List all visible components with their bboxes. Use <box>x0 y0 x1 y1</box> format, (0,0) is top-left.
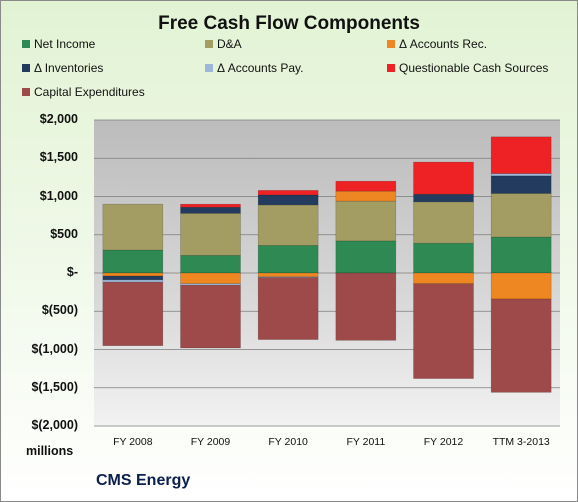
x-tick-label: FY 2009 <box>190 436 231 448</box>
legend-swatch <box>387 40 395 48</box>
y-tick-label: $- <box>66 265 78 279</box>
bar-segment <box>257 204 319 246</box>
bar-segment <box>180 272 241 285</box>
legend-label: D&A <box>217 37 242 51</box>
legend-swatch <box>205 40 213 48</box>
bar-segment <box>257 245 319 274</box>
bar-segment <box>335 272 397 341</box>
x-tick-label: FY 2008 <box>113 436 153 448</box>
legend-item: Net Income <box>22 37 95 51</box>
y-tick-label: $(1,000) <box>31 341 78 356</box>
legend-item: Δ Accounts Pay. <box>205 61 304 75</box>
legend-swatch <box>22 40 30 48</box>
bar-segment <box>180 203 241 208</box>
bar-segment <box>180 255 241 274</box>
bar-segment <box>413 283 474 379</box>
x-tick-label: TTM 3-2013 <box>492 436 550 448</box>
bar-segment <box>335 200 397 242</box>
bar-segment <box>490 236 552 274</box>
bar-segment <box>335 190 397 202</box>
bar-segment <box>413 161 474 195</box>
legend-item: Δ Inventories <box>22 61 103 75</box>
bar-segment <box>490 272 552 300</box>
bar-segment <box>102 279 164 283</box>
bar-segment <box>413 272 474 285</box>
legend-label: Questionable Cash Sources <box>399 61 549 75</box>
bar-segment <box>180 213 241 256</box>
legend-swatch <box>22 88 30 96</box>
bar-segment <box>490 173 552 177</box>
legend-item: Questionable Cash Sources <box>387 61 548 75</box>
y-tick-label: $(500) <box>41 303 78 318</box>
company-name: CMS Energy <box>96 472 191 489</box>
y-tick-label: $1,500 <box>39 150 78 165</box>
bar-segment <box>257 272 319 278</box>
bar-segment <box>413 193 474 203</box>
legend-label: Δ Accounts Rec. <box>399 37 488 51</box>
x-tick-label: FY 2011 <box>346 436 386 448</box>
bar-segment <box>102 249 164 274</box>
legend-item: Capital Expenditures <box>22 85 145 99</box>
bar-segment <box>335 180 397 192</box>
bar-segment <box>413 201 474 244</box>
bar-segment <box>180 284 241 349</box>
bar-segment <box>490 298 552 393</box>
y-tick-label: $(1,500) <box>31 379 78 394</box>
y-tick-label: $(2,000) <box>31 418 78 432</box>
units-label: millions <box>26 444 74 458</box>
bar-segment <box>257 194 319 206</box>
y-tick-label: $2,000 <box>39 112 78 126</box>
legend-item: Δ Accounts Rec. <box>387 37 487 51</box>
bar-segment <box>490 175 552 194</box>
legend-swatch <box>22 64 30 72</box>
legend-label: Δ Inventories <box>34 61 104 75</box>
bar-segment <box>335 240 397 274</box>
bar-segment <box>102 203 164 251</box>
y-tick-label: $500 <box>50 226 78 241</box>
legend-label: Capital Expenditures <box>34 85 145 99</box>
legend-label: Δ Accounts Pay. <box>217 61 304 75</box>
x-tick-label: FY 2010 <box>268 436 308 448</box>
bar-segment <box>102 272 164 277</box>
bar-segment <box>102 275 164 281</box>
legend-swatch <box>205 64 213 72</box>
bar-segment <box>180 206 241 214</box>
legend-swatch <box>387 64 395 72</box>
y-tick-label: $1,000 <box>39 188 78 203</box>
legend-label: Net Income <box>34 37 96 51</box>
bar-segment <box>257 277 319 340</box>
bar-segment <box>257 190 319 196</box>
bar-segment <box>102 281 164 346</box>
bar-segment <box>413 242 474 274</box>
legend-item: D&A <box>205 37 242 51</box>
bar-segment <box>490 193 552 238</box>
chart-title: Free Cash Flow Components <box>158 13 420 34</box>
bar-segment <box>490 136 552 174</box>
x-tick-label: FY 2012 <box>423 436 464 448</box>
